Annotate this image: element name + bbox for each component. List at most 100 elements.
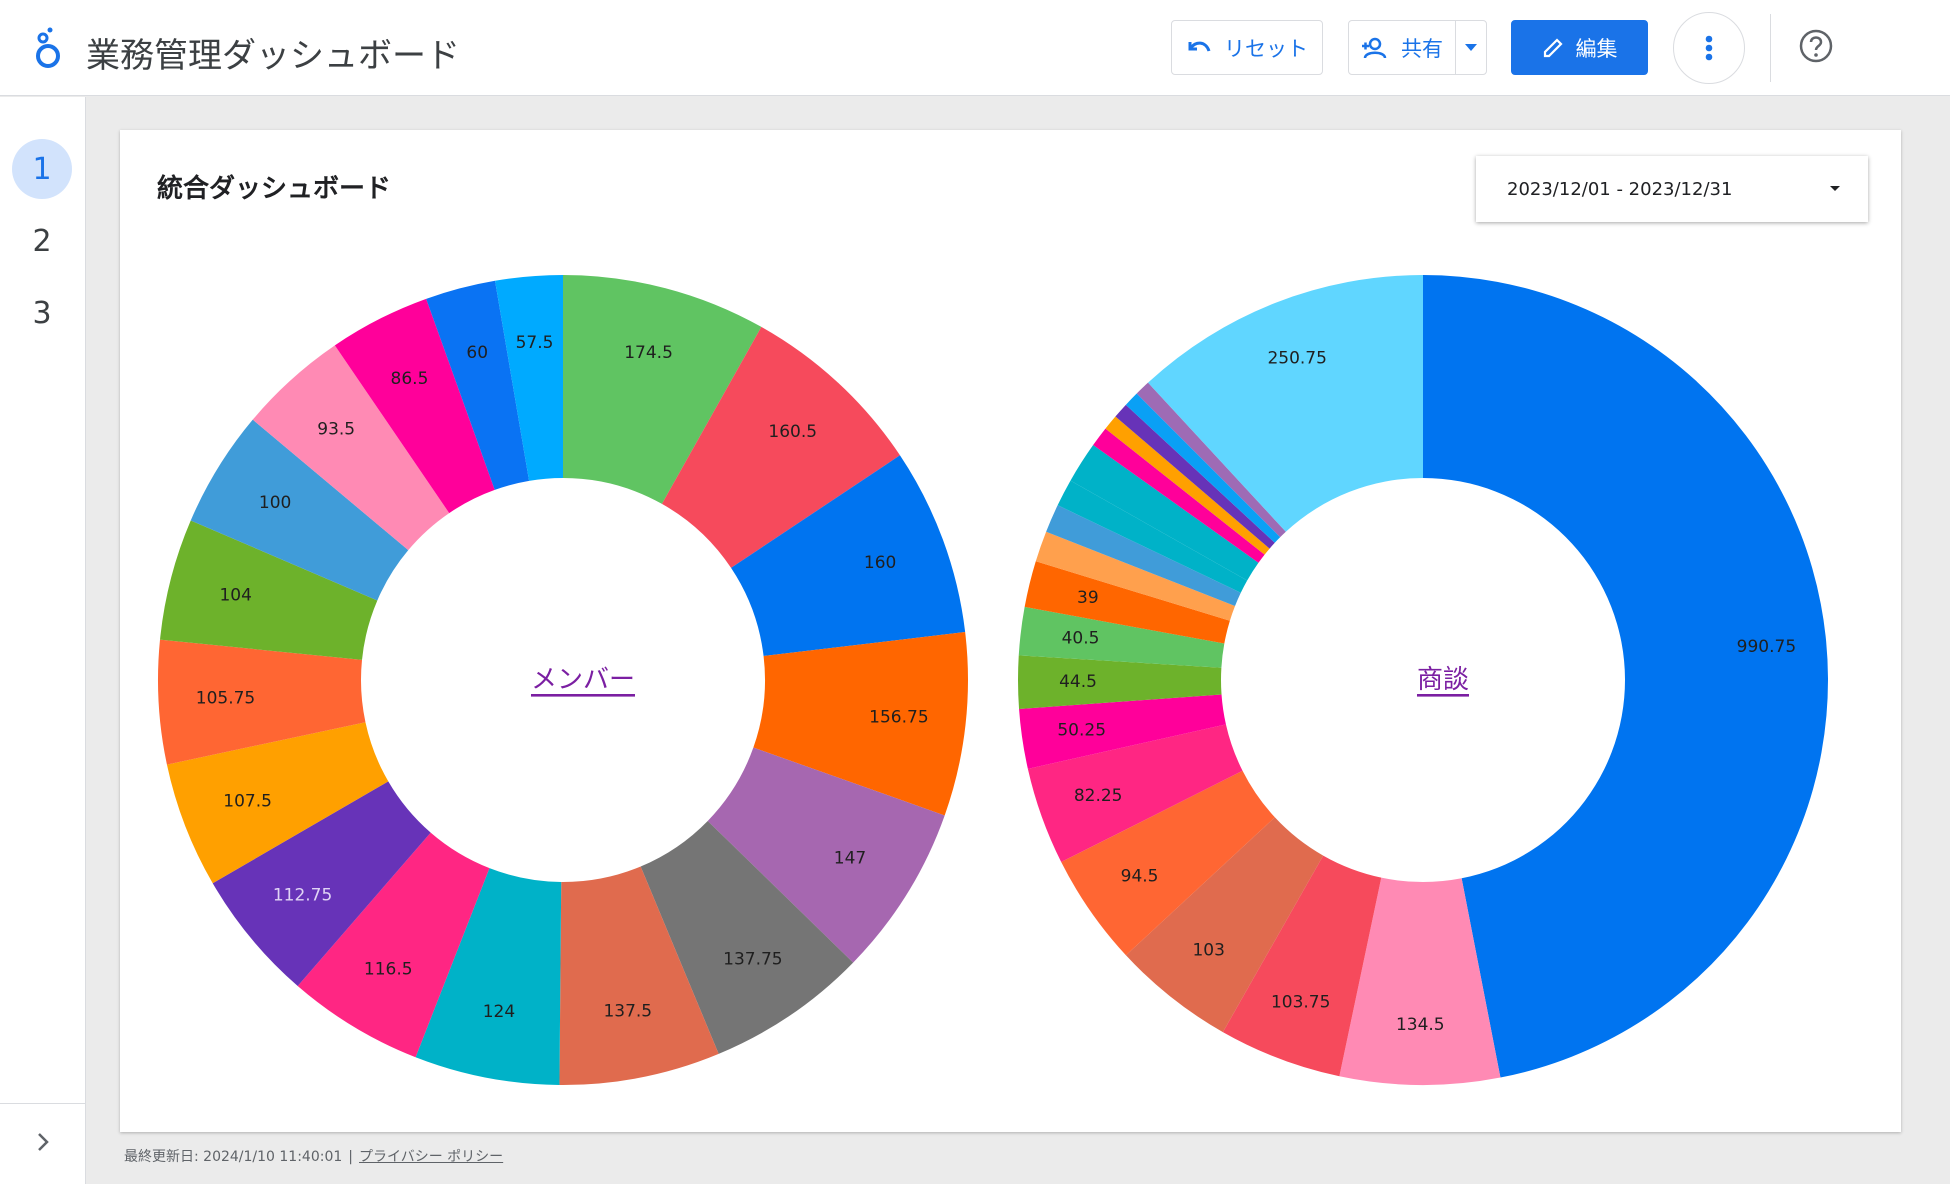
donut-center-label[interactable]: 商談 — [1417, 665, 1469, 695]
slice-data-label: 39 — [1077, 588, 1099, 608]
share-options-button[interactable] — [1455, 20, 1487, 75]
edit-label: 編集 — [1575, 36, 1618, 61]
donut-slice[interactable] — [1339, 877, 1501, 1085]
date-range-picker[interactable]: 2023/12/01 - 2023/12/31 — [1476, 156, 1868, 222]
toolbar-divider — [1770, 14, 1771, 82]
donut-slice[interactable] — [158, 639, 366, 765]
slice-data-label: 104 — [219, 586, 251, 606]
slice-data-label: 990.75 — [1737, 637, 1796, 657]
person-add-icon — [1362, 37, 1387, 58]
donut-slice[interactable] — [1125, 393, 1281, 543]
donut-slice[interactable] — [426, 280, 530, 490]
page-link-1[interactable]: 1 — [12, 139, 72, 199]
page-navigation-rail: 1 2 3 — [0, 97, 86, 1184]
donut-slice[interactable] — [707, 747, 945, 963]
donut-slice[interactable] — [495, 275, 563, 481]
donut-slice[interactable] — [1027, 724, 1243, 862]
donut-slice[interactable] — [1057, 480, 1248, 593]
donut-slice[interactable] — [1018, 606, 1225, 668]
donut-slice[interactable] — [190, 419, 409, 601]
donut-slice[interactable] — [753, 631, 968, 816]
slice-data-label: 60 — [466, 343, 488, 363]
slice-data-label: 103.75 — [1271, 993, 1330, 1013]
reset-button[interactable]: リセット — [1171, 20, 1323, 75]
caret-down-icon — [1465, 43, 1477, 51]
more-vert-icon — [1705, 35, 1713, 61]
donut-slice[interactable] — [1035, 531, 1236, 621]
last-updated-text: 最終更新日: 2024/1/10 11:40:01 — [124, 1149, 343, 1165]
slice-data-label: 105.75 — [196, 689, 255, 709]
donut-slice[interactable] — [661, 326, 900, 568]
slice-data-label: 174.5 — [624, 343, 673, 363]
donut-slice[interactable] — [166, 722, 389, 884]
donut-slice[interactable] — [334, 298, 495, 514]
slice-data-label: 112.75 — [273, 885, 332, 905]
slice-data-label: 86.5 — [391, 369, 429, 389]
slice-data-label: 147 — [834, 849, 866, 869]
donut-slice[interactable] — [1019, 694, 1226, 769]
donut-slice[interactable] — [640, 820, 854, 1054]
rail-divider — [0, 1103, 85, 1104]
donut-slice[interactable] — [212, 781, 431, 987]
page-link-3[interactable]: 3 — [32, 295, 52, 331]
slice-data-label: 160.5 — [768, 422, 817, 442]
slice-data-label: 93.5 — [317, 419, 355, 439]
more-options-button[interactable] — [1673, 12, 1745, 84]
slice-data-label: 137.75 — [723, 950, 782, 970]
slice-data-label: 250.75 — [1267, 349, 1326, 369]
page-footer: 最終更新日: 2024/1/10 11:40:01 | プライバシー ポリシー — [124, 1146, 503, 1166]
top-app-bar: 業務管理ダッシュボード リセット 共有 編集 — [0, 0, 1950, 96]
slice-data-label: 57.5 — [516, 333, 554, 353]
slice-data-label: 94.5 — [1121, 867, 1159, 887]
donut-slice[interactable] — [731, 455, 966, 657]
donut-slice[interactable] — [1115, 404, 1275, 549]
donut-slice[interactable] — [1222, 855, 1382, 1077]
slice-data-label: 103 — [1192, 940, 1224, 960]
slice-data-label: 40.5 — [1062, 628, 1100, 648]
caret-down-icon — [1830, 186, 1840, 191]
donut-slice[interactable] — [252, 345, 450, 551]
slice-data-label: 44.5 — [1059, 672, 1097, 692]
donut-slice[interactable] — [1024, 561, 1230, 644]
donut-slice[interactable] — [160, 520, 378, 660]
chevron-right-icon[interactable] — [32, 1131, 54, 1153]
donut-slice[interactable] — [563, 275, 762, 504]
privacy-policy-link[interactable]: プライバシー ポリシー — [359, 1149, 504, 1165]
date-range-value: 2023/12/01 - 2023/12/31 — [1507, 178, 1733, 200]
donut-slice[interactable] — [1105, 416, 1270, 555]
donut-slice[interactable] — [1136, 382, 1286, 538]
donut-slice[interactable] — [1125, 817, 1324, 1033]
report-title: 統合ダッシュボード — [157, 174, 392, 204]
slice-data-label: 116.5 — [364, 959, 413, 979]
donut-slice[interactable] — [415, 868, 562, 1085]
share-button[interactable]: 共有 — [1348, 20, 1456, 75]
slice-data-label: 137.5 — [603, 1002, 652, 1022]
help-icon[interactable] — [1798, 28, 1834, 64]
donut-chart-2: 990.75 134.5 103.75 103 94.5 82.25 50.25 44.5 40… — [1018, 275, 1829, 1085]
donut-slice[interactable] — [1147, 275, 1423, 532]
edit-button[interactable]: 編集 — [1511, 20, 1648, 75]
charts-area: 174.5 160.5 160 156.75 147 137.75 137.5 124 116.… — [158, 275, 1829, 1085]
donut-slice[interactable] — [1061, 770, 1275, 956]
slice-data-label: 50.25 — [1057, 720, 1106, 740]
donut-slice[interactable] — [1423, 275, 1829, 1078]
slice-data-label: 134.5 — [1396, 1015, 1445, 1035]
page-link-2[interactable]: 2 — [32, 223, 52, 259]
donut-slice[interactable] — [1018, 655, 1222, 709]
donut-center-label[interactable]: メンバー — [531, 665, 635, 695]
slice-data-label: 124 — [483, 1002, 515, 1022]
slice-data-label: 160 — [864, 553, 896, 573]
donut-slice[interactable] — [559, 866, 719, 1085]
donut-slice[interactable] — [297, 832, 490, 1058]
report-canvas: 174.5 160.5 160 156.75 147 137.75 137.5 124 116.… — [120, 130, 1901, 1132]
donut-slice[interactable] — [1093, 428, 1265, 563]
undo-icon — [1188, 41, 1211, 52]
reset-label: リセット — [1224, 36, 1308, 61]
app-logo-icon — [36, 27, 60, 68]
slice-data-label: 82.25 — [1074, 786, 1123, 806]
donut-slice[interactable] — [1046, 505, 1241, 607]
slice-data-label: 107.5 — [223, 792, 272, 812]
donut-slice[interactable] — [1070, 445, 1259, 581]
slice-data-label: 100 — [259, 493, 291, 513]
share-label: 共有 — [1401, 36, 1443, 61]
